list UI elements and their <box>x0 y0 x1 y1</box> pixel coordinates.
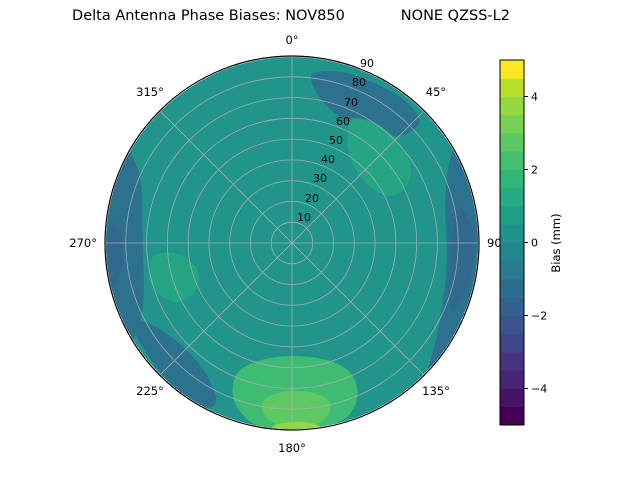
colorbar-segment <box>500 388 524 408</box>
colorbar-segment <box>500 297 524 316</box>
r-tick-label-80: 80 <box>352 76 366 89</box>
grid-spoke-45 <box>291 110 425 244</box>
contour-fill-layer <box>106 57 478 429</box>
colorbar-segment <box>500 206 524 225</box>
colorbar-segment <box>500 370 524 389</box>
colorbar-segment <box>500 224 524 243</box>
colorbar-segment <box>500 352 524 371</box>
chart-title-left: Delta Antenna Phase Biases: NOV850 <box>72 8 345 24</box>
colorbar-segment <box>500 96 524 116</box>
contour-region-west-mid <box>148 252 199 302</box>
chart-title: Delta Antenna Phase Biases: NOV850 NONE … <box>72 8 510 24</box>
colorbar-ticks <box>524 96 528 389</box>
colorbar-segment <box>500 333 524 353</box>
r-tick-label-40: 40 <box>321 153 335 166</box>
colorbar-segment <box>500 60 524 79</box>
r-tick-label-90: 90 <box>360 57 374 70</box>
colorbar-segment <box>500 279 524 298</box>
r-tick-label-10: 10 <box>297 211 311 224</box>
grid-spoke-315 <box>159 110 293 244</box>
grid-spoke-135 <box>291 242 425 376</box>
polar-grid <box>105 56 479 430</box>
colorbar: 4 2 0 −2 −4 Bias (mm) <box>499 59 563 426</box>
colorbar-tick-labels: 4 2 0 −2 −4 <box>531 91 547 396</box>
colorbar-segment <box>500 78 524 97</box>
theta-label-315: 315° <box>136 85 164 99</box>
colorbar-tick-label-0: 0 <box>531 237 538 250</box>
theta-label-135: 135° <box>422 384 450 398</box>
contour-region-west-core <box>106 222 124 290</box>
colorbar-segment <box>500 242 524 262</box>
r-tick-label-50: 50 <box>329 134 343 147</box>
colorbar-segment <box>500 169 524 189</box>
colorbar-tick-label-neg2: −2 <box>531 310 547 323</box>
theta-label-180: 180° <box>278 441 306 455</box>
theta-label-45: 45° <box>426 85 446 99</box>
colorbar-segment <box>500 315 524 335</box>
r-tick-label-20: 20 <box>305 192 319 205</box>
colorbar-segment <box>500 133 524 152</box>
colorbar-segment <box>500 114 524 134</box>
contour-region-south-sliver <box>271 422 323 429</box>
colorbar-tick-label-2: 2 <box>531 164 538 177</box>
polar-boundary <box>104 55 480 431</box>
r-tick-label-60: 60 <box>336 115 350 128</box>
r-tick-labels: 10 20 30 40 50 60 70 80 90 <box>297 57 374 224</box>
colorbar-segment <box>500 151 524 170</box>
theta-label-90: 90 <box>487 236 502 250</box>
theta-label-225: 225° <box>136 384 164 398</box>
colorbar-segment <box>500 260 524 280</box>
theta-label-270: 270° <box>69 236 97 250</box>
r-tick-label-70: 70 <box>344 96 358 109</box>
colorbar-segment <box>500 406 524 426</box>
contour-region-northeast-mid <box>347 118 411 196</box>
colorbar-axis-label: Bias (mm) <box>549 213 563 272</box>
theta-label-0: 0° <box>285 33 298 47</box>
grid-spoke-225 <box>159 242 293 376</box>
colorbar-tick-label-neg4: −4 <box>531 383 547 396</box>
colorbar-segment <box>500 187 524 207</box>
theta-tick-labels: 0° 45° 90 135° 180° 225° 270° 315° <box>69 33 501 455</box>
colorbar-tick-label-4: 4 <box>531 91 538 104</box>
chart-title-right: NONE QZSS-L2 <box>400 8 510 24</box>
contour-region-east-core <box>449 205 475 312</box>
contour-region-north-edge <box>310 70 420 137</box>
colorbar-segments <box>500 60 524 426</box>
r-tick-label-30: 30 <box>313 172 327 185</box>
